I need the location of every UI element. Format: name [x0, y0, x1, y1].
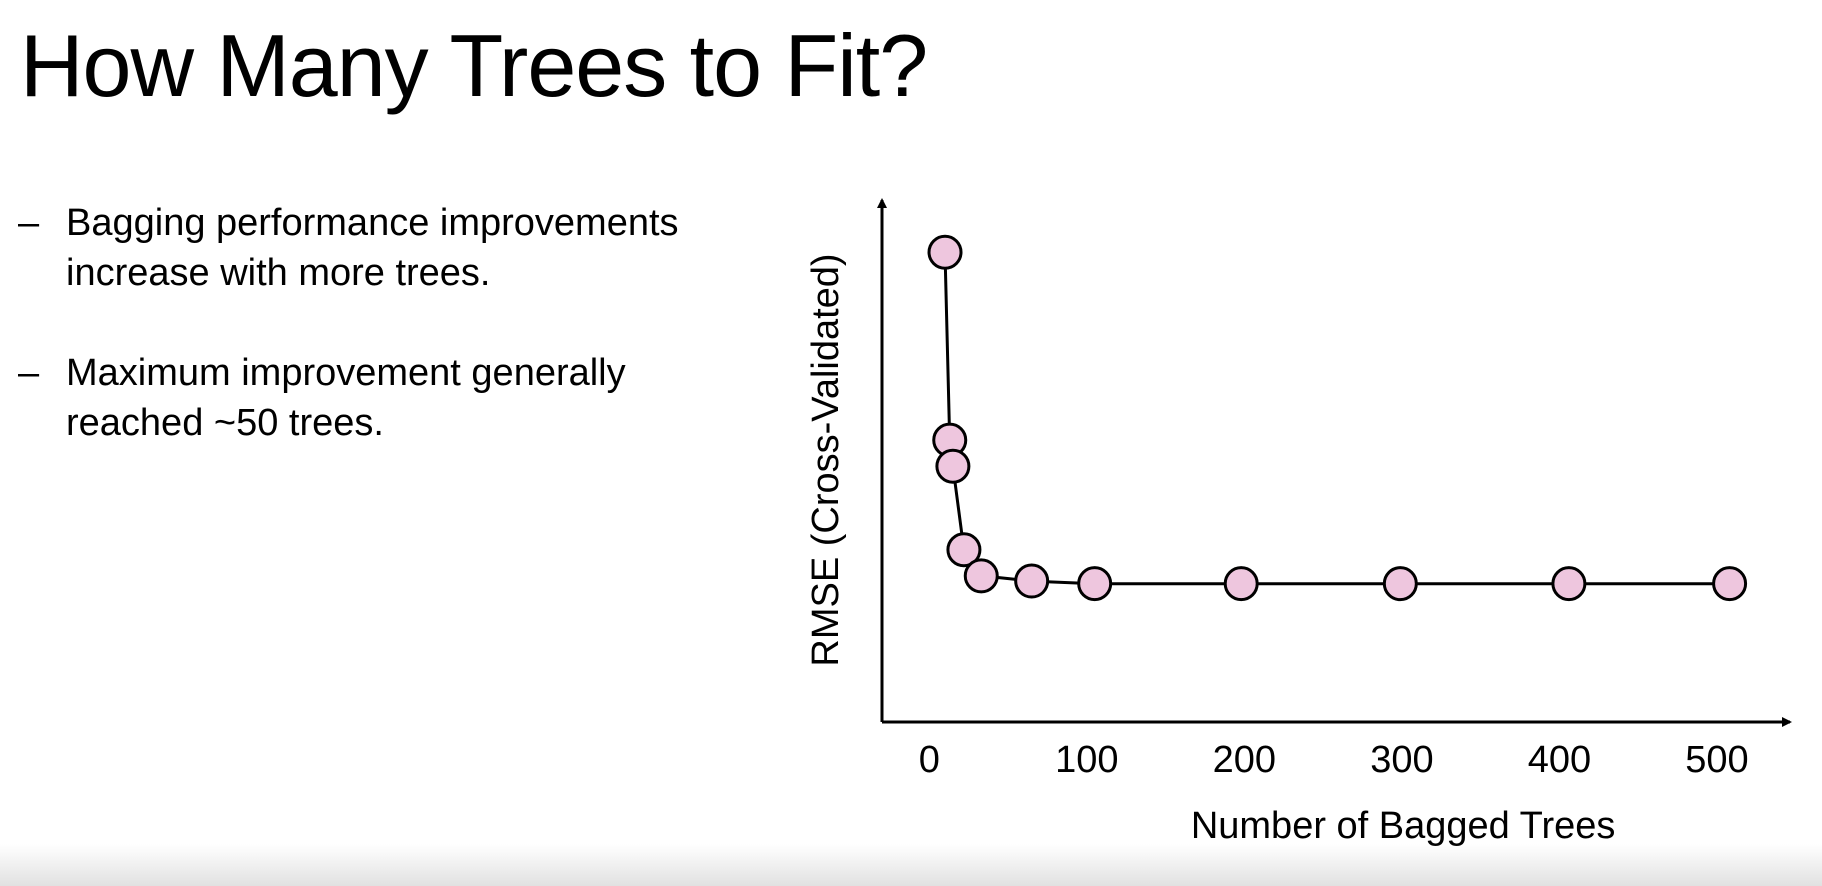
data-points — [927, 234, 1748, 602]
data-point — [1077, 566, 1113, 602]
bullet-item: – Maximum improvement generally reached … — [18, 348, 778, 448]
bullet-text-line: Maximum improvement generally — [66, 352, 626, 394]
x-axis-label: Number of Bagged Trees — [1191, 805, 1616, 847]
data-point — [946, 532, 982, 568]
data-point — [1712, 566, 1748, 602]
x-tick-label: 0 — [919, 739, 940, 781]
data-point — [1551, 566, 1587, 602]
bullet-item: – Bagging performance improvements incre… — [18, 198, 778, 298]
data-point — [1014, 563, 1050, 599]
bottom-shade — [0, 844, 1822, 886]
x-tick-label: 100 — [1055, 739, 1118, 781]
bullet-text-line: increase with more trees. — [66, 252, 491, 294]
data-point — [1382, 566, 1418, 602]
x-tick-label: 500 — [1685, 739, 1748, 781]
y-axis-label: RMSE (Cross-Validated) — [805, 253, 847, 666]
data-point — [927, 234, 963, 270]
slide-title: How Many Trees to Fit? — [20, 16, 928, 115]
series-line — [943, 252, 1730, 586]
rmse-line-chart: 0 100 200 300 400 500 Number of Bagged Trees … — [805, 198, 1792, 847]
bullet-text-line: reached ~50 trees. — [66, 402, 384, 444]
data-point — [935, 448, 971, 484]
data-point — [963, 558, 999, 594]
chart-container: 0 100 200 300 400 500 Number of Bagged Trees … — [800, 190, 1800, 850]
x-tick-label: 300 — [1370, 739, 1433, 781]
bullet-list: – Bagging performance improvements incre… — [18, 198, 778, 498]
data-point — [1223, 566, 1259, 602]
x-tick-label: 200 — [1213, 739, 1276, 781]
x-tick-label: 400 — [1528, 739, 1591, 781]
bullet-marker: – — [18, 202, 40, 244]
x-tick-labels: 0 100 200 300 400 500 — [919, 739, 1749, 781]
bullet-marker: – — [18, 352, 40, 394]
bullet-text-line: Bagging performance improvements — [66, 202, 679, 244]
